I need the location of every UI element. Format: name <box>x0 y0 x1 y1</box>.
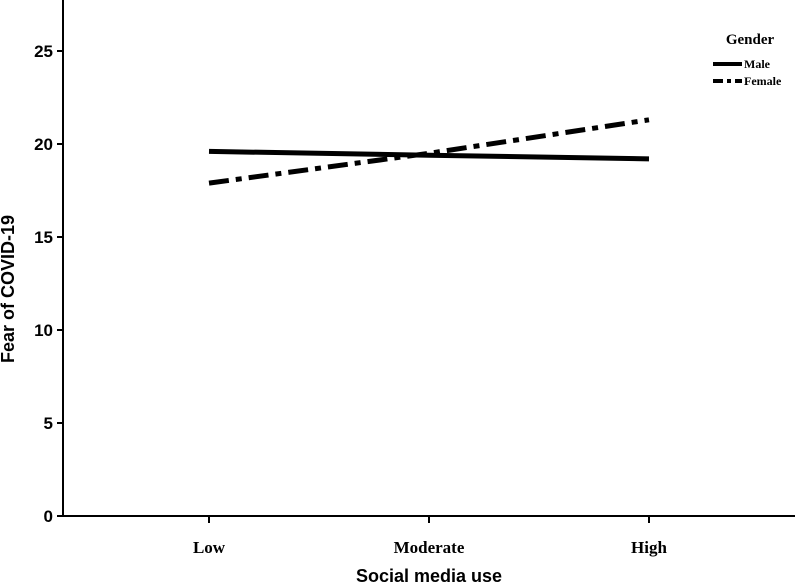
x-tick-label: Low <box>193 538 226 557</box>
x-axis-title: Social media use <box>356 566 502 585</box>
y-tick-label: 25 <box>34 42 53 61</box>
plot-lines <box>208 117 650 186</box>
y-tick-label: 5 <box>44 414 53 433</box>
y-tick-label: 15 <box>34 228 53 247</box>
y-tick-label: 10 <box>34 321 53 340</box>
y-axis-title: Fear of COVID-19 <box>0 215 18 363</box>
legend-items: Male Female <box>713 57 782 88</box>
x-tick-label: Moderate <box>394 538 465 557</box>
series-line-female <box>208 117 650 186</box>
legend: Gender Male Female <box>713 32 782 88</box>
legend-title: Gender <box>726 32 775 48</box>
legend-label-female: Female <box>744 74 782 88</box>
x-tick-label: High <box>631 538 667 557</box>
y-tick-label: 0 <box>44 507 53 526</box>
legend-label-male: Male <box>744 57 771 71</box>
y-ticks: 0 5 10 15 20 25 <box>34 42 63 526</box>
x-ticks: Low Moderate High <box>193 516 667 557</box>
y-tick-label: 20 <box>34 135 53 154</box>
series-line-male <box>208 148 650 162</box>
